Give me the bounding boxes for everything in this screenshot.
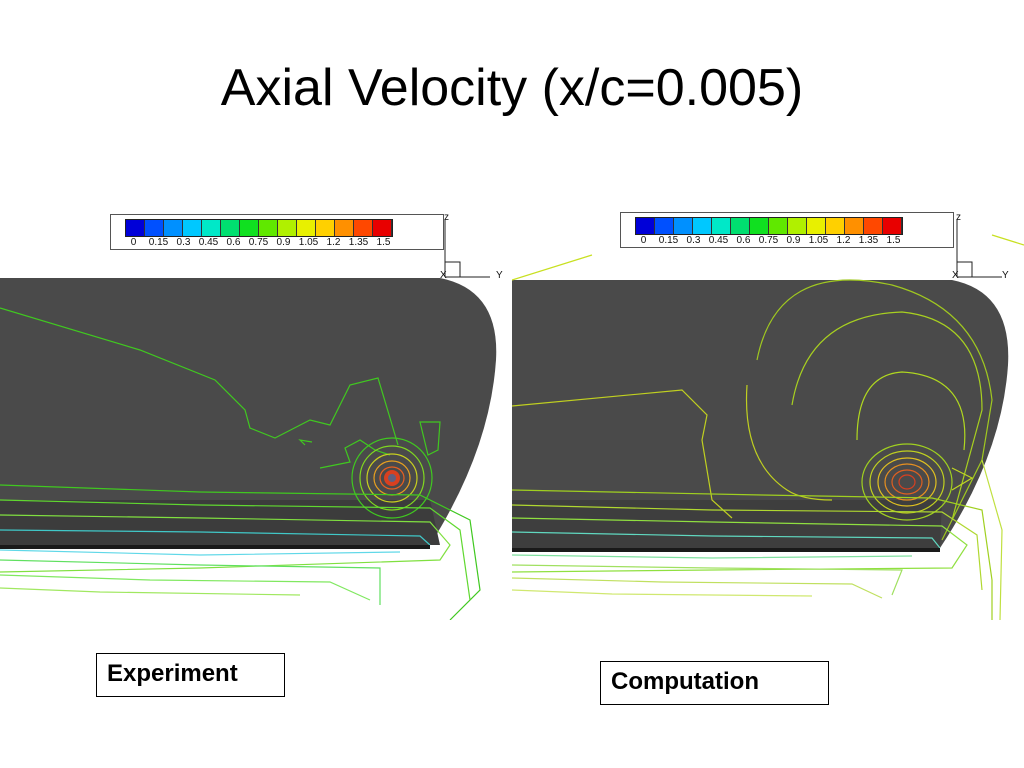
axis-label-y: Y <box>1002 270 1009 281</box>
color-swatch <box>164 220 183 236</box>
color-swatch <box>202 220 221 236</box>
color-swatch <box>145 220 164 236</box>
color-swatch <box>807 218 826 234</box>
computation-contour-plot <box>512 220 1024 620</box>
tick-label: 1.5 <box>886 235 901 246</box>
color-swatch <box>731 218 750 234</box>
experiment-caption: Experiment <box>96 653 285 697</box>
color-swatch <box>864 218 883 234</box>
color-swatch <box>788 218 807 234</box>
color-swatch <box>655 218 674 234</box>
tick-label: 1.35 <box>858 235 879 246</box>
tick-label: 1.05 <box>808 235 829 246</box>
color-swatch <box>316 220 335 236</box>
tick-label: 1.2 <box>326 237 341 248</box>
color-swatch <box>769 218 788 234</box>
axis-label-z: z <box>444 212 449 223</box>
color-swatch <box>826 218 845 234</box>
colorbar-swatches <box>635 217 903 235</box>
tick-label: 0.3 <box>686 235 701 246</box>
tick-label: 0.75 <box>758 235 779 246</box>
color-swatch <box>883 218 902 234</box>
experiment-panel: 0 0.15 0.3 0.45 0.6 0.75 0.9 1.05 1.2 1.… <box>0 200 512 620</box>
color-swatch <box>183 220 202 236</box>
color-swatch <box>221 220 240 236</box>
color-swatch <box>297 220 316 236</box>
axis-label-y: Y <box>496 270 503 281</box>
colorbar-ticks: 0 0.15 0.3 0.45 0.6 0.75 0.9 1.05 1.2 1.… <box>121 237 396 248</box>
color-swatch <box>335 220 354 236</box>
tick-label: 0 <box>130 237 137 248</box>
tick-label: 0.75 <box>248 237 269 248</box>
axis-label-z: z <box>956 212 961 223</box>
slide-title: Axial Velocity (x/c=0.005) <box>220 59 804 117</box>
tick-label: 0.9 <box>786 235 801 246</box>
color-swatch <box>712 218 731 234</box>
color-swatch <box>278 220 297 236</box>
experiment-colorbar-legend: 0 0.15 0.3 0.45 0.6 0.75 0.9 1.05 1.2 1.… <box>110 214 444 250</box>
axis-label-x: X <box>952 270 959 281</box>
tick-label: 0.15 <box>148 237 169 248</box>
colorbar-ticks: 0 0.15 0.3 0.45 0.6 0.75 0.9 1.05 1.2 1.… <box>631 235 906 246</box>
color-swatch <box>845 218 864 234</box>
color-swatch <box>693 218 712 234</box>
axis-label-x: X <box>440 270 447 281</box>
tick-label: 0.6 <box>736 235 751 246</box>
color-swatch <box>636 218 655 234</box>
computation-caption: Computation <box>600 661 829 705</box>
tick-label: 1.5 <box>376 237 391 248</box>
computation-hull-body <box>512 280 1009 548</box>
tick-label: 0.45 <box>708 235 729 246</box>
computation-colorbar-legend: 0 0.15 0.3 0.45 0.6 0.75 0.9 1.05 1.2 1.… <box>620 212 954 248</box>
tick-label: 1.05 <box>298 237 319 248</box>
color-swatch <box>750 218 769 234</box>
color-swatch <box>259 220 278 236</box>
tick-label: 0.6 <box>226 237 241 248</box>
tick-label: 0.9 <box>276 237 291 248</box>
colorbar-swatches <box>125 219 393 237</box>
tick-label: 0 <box>640 235 647 246</box>
tick-label: 0.45 <box>198 237 219 248</box>
tick-label: 1.35 <box>348 237 369 248</box>
computation-panel: 0 0.15 0.3 0.45 0.6 0.75 0.9 1.05 1.2 1.… <box>512 200 1024 620</box>
color-swatch <box>354 220 373 236</box>
tick-label: 0.15 <box>658 235 679 246</box>
color-swatch <box>373 220 392 236</box>
color-swatch <box>240 220 259 236</box>
color-swatch <box>674 218 693 234</box>
color-swatch <box>126 220 145 236</box>
experiment-contour-plot <box>0 220 497 620</box>
tick-label: 1.2 <box>836 235 851 246</box>
tick-label: 0.3 <box>176 237 191 248</box>
